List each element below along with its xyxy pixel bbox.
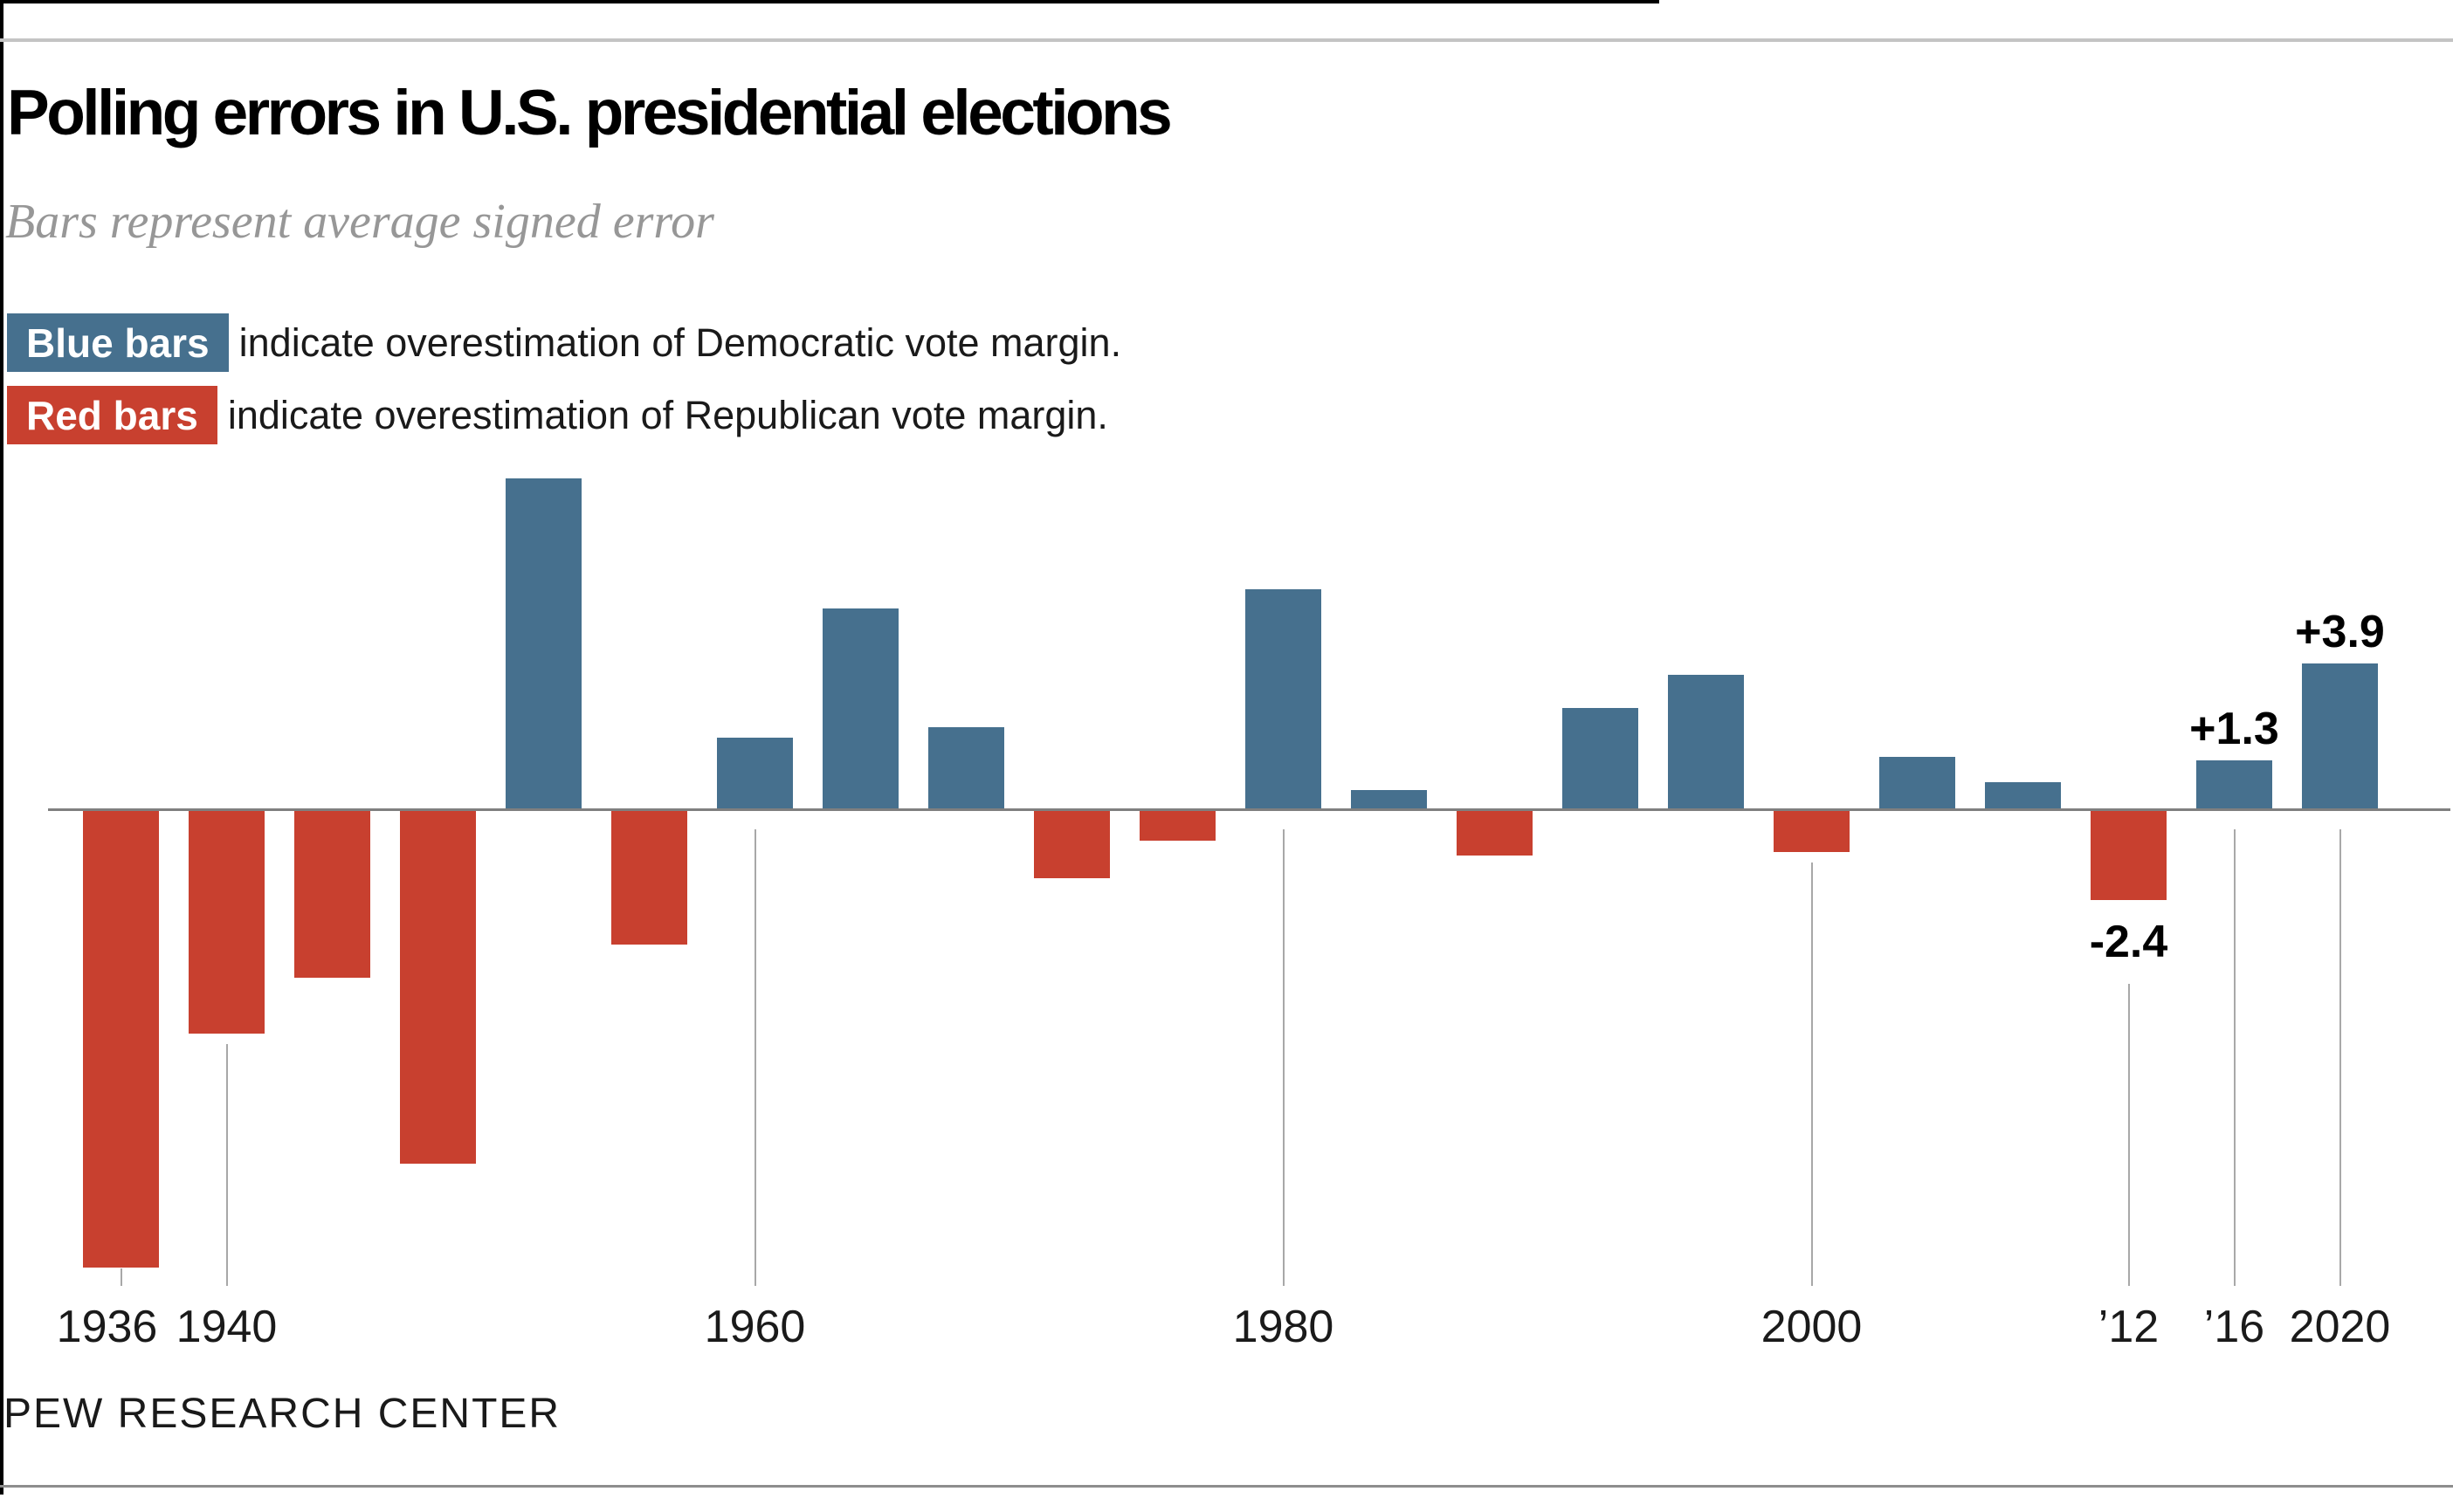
left-border-line: [0, 0, 3, 1495]
bottom-divider-rule: [0, 1485, 2453, 1488]
legend-chip-blue: Blue bars: [7, 313, 229, 372]
x-label-2016: ’16: [2203, 1302, 2265, 1352]
tick-line-2020: [2339, 829, 2341, 1286]
bar-2004: [1879, 756, 1955, 808]
tick-line-1980: [1282, 829, 1285, 1286]
x-label-2020: 2020: [2289, 1302, 2391, 1352]
bar-1948: [400, 811, 476, 1164]
tick-line-2016: [2233, 829, 2236, 1286]
bar-2016: [2196, 759, 2272, 808]
bar-2008: [1985, 782, 2061, 808]
bar-1972: [1034, 811, 1110, 878]
bar-1964: [823, 608, 899, 808]
chart-title: Polling errors in U.S. presidential elec…: [7, 78, 1173, 148]
bar-1988: [1457, 811, 1533, 856]
legend-row-democratic: Blue bars indicate overestimation of Dem…: [7, 313, 1121, 372]
bar-1996: [1668, 675, 1744, 808]
bar-1960: [717, 738, 793, 808]
top-border-line: [0, 0, 1659, 3]
bar-1992: [1562, 708, 1638, 808]
top-divider-rule: [0, 38, 2453, 42]
value-label-2012: -2.4: [2089, 917, 2168, 967]
tick-line-1940: [225, 1044, 228, 1286]
x-label-1936: 1936: [56, 1302, 158, 1352]
bar-2020: [2302, 663, 2378, 808]
x-label-1960: 1960: [704, 1302, 806, 1352]
bar-1968: [928, 726, 1004, 808]
x-axis-baseline: [48, 808, 2450, 811]
tick-line-2012: [2127, 984, 2130, 1286]
bar-1944: [294, 811, 370, 979]
legend-chip-red: Red bars: [7, 386, 217, 444]
bar-1940: [189, 811, 265, 1034]
tick-line-1960: [754, 829, 756, 1286]
bar-2000: [1774, 811, 1850, 852]
chart-subtitle: Bars represent average signed error: [5, 195, 714, 249]
x-label-1980: 1980: [1232, 1302, 1334, 1352]
x-label-2000: 2000: [1761, 1302, 1863, 1352]
x-label-2012: ’12: [2098, 1302, 2160, 1352]
bar-1984: [1351, 789, 1427, 808]
value-label-2016: +1.3: [2189, 703, 2279, 754]
source-attribution: PEW RESEARCH CENTER: [3, 1391, 562, 1437]
value-label-2020: +3.9: [2295, 607, 2385, 658]
bar-1936: [83, 811, 159, 1268]
x-label-1940: 1940: [176, 1302, 278, 1352]
tick-line-1936: [120, 1268, 122, 1286]
bar-1956: [611, 811, 687, 945]
bar-1980: [1245, 589, 1321, 808]
bar-1976: [1140, 811, 1216, 841]
bar-1952: [506, 478, 582, 808]
tick-line-2000: [1810, 862, 1813, 1286]
legend-text-democratic: indicate overestimation of Democratic vo…: [238, 320, 1122, 365]
legend-row-republican: Red bars indicate overestimation of Repu…: [7, 386, 1108, 444]
bar-2012: [2091, 811, 2167, 900]
legend-text-republican: indicate overestimation of Republican vo…: [227, 392, 1108, 437]
